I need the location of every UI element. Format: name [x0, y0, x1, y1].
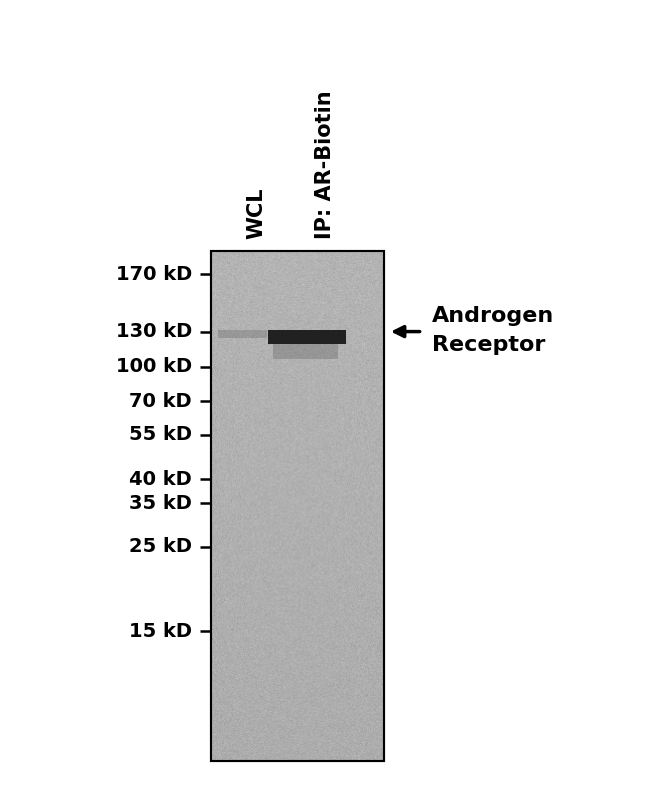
Text: 170 kD: 170 kD — [116, 264, 192, 284]
Text: 130 kD: 130 kD — [116, 322, 192, 341]
Text: 15 kD: 15 kD — [129, 622, 192, 641]
Text: WCL: WCL — [247, 188, 266, 239]
Bar — [211, 251, 384, 761]
Text: 25 kD: 25 kD — [129, 537, 192, 556]
Bar — [211, 251, 384, 761]
Text: Receptor: Receptor — [432, 335, 545, 356]
Bar — [268, 330, 346, 344]
Text: 55 kD: 55 kD — [129, 425, 192, 444]
Text: 70 kD: 70 kD — [129, 392, 192, 411]
Text: IP: AR-Biotin: IP: AR-Biotin — [315, 90, 335, 239]
Text: Androgen: Androgen — [432, 305, 554, 326]
Bar — [218, 330, 266, 338]
Text: 35 kD: 35 kD — [129, 494, 192, 513]
Bar — [273, 344, 338, 359]
Text: 40 kD: 40 kD — [129, 470, 192, 489]
Text: 100 kD: 100 kD — [116, 357, 192, 376]
